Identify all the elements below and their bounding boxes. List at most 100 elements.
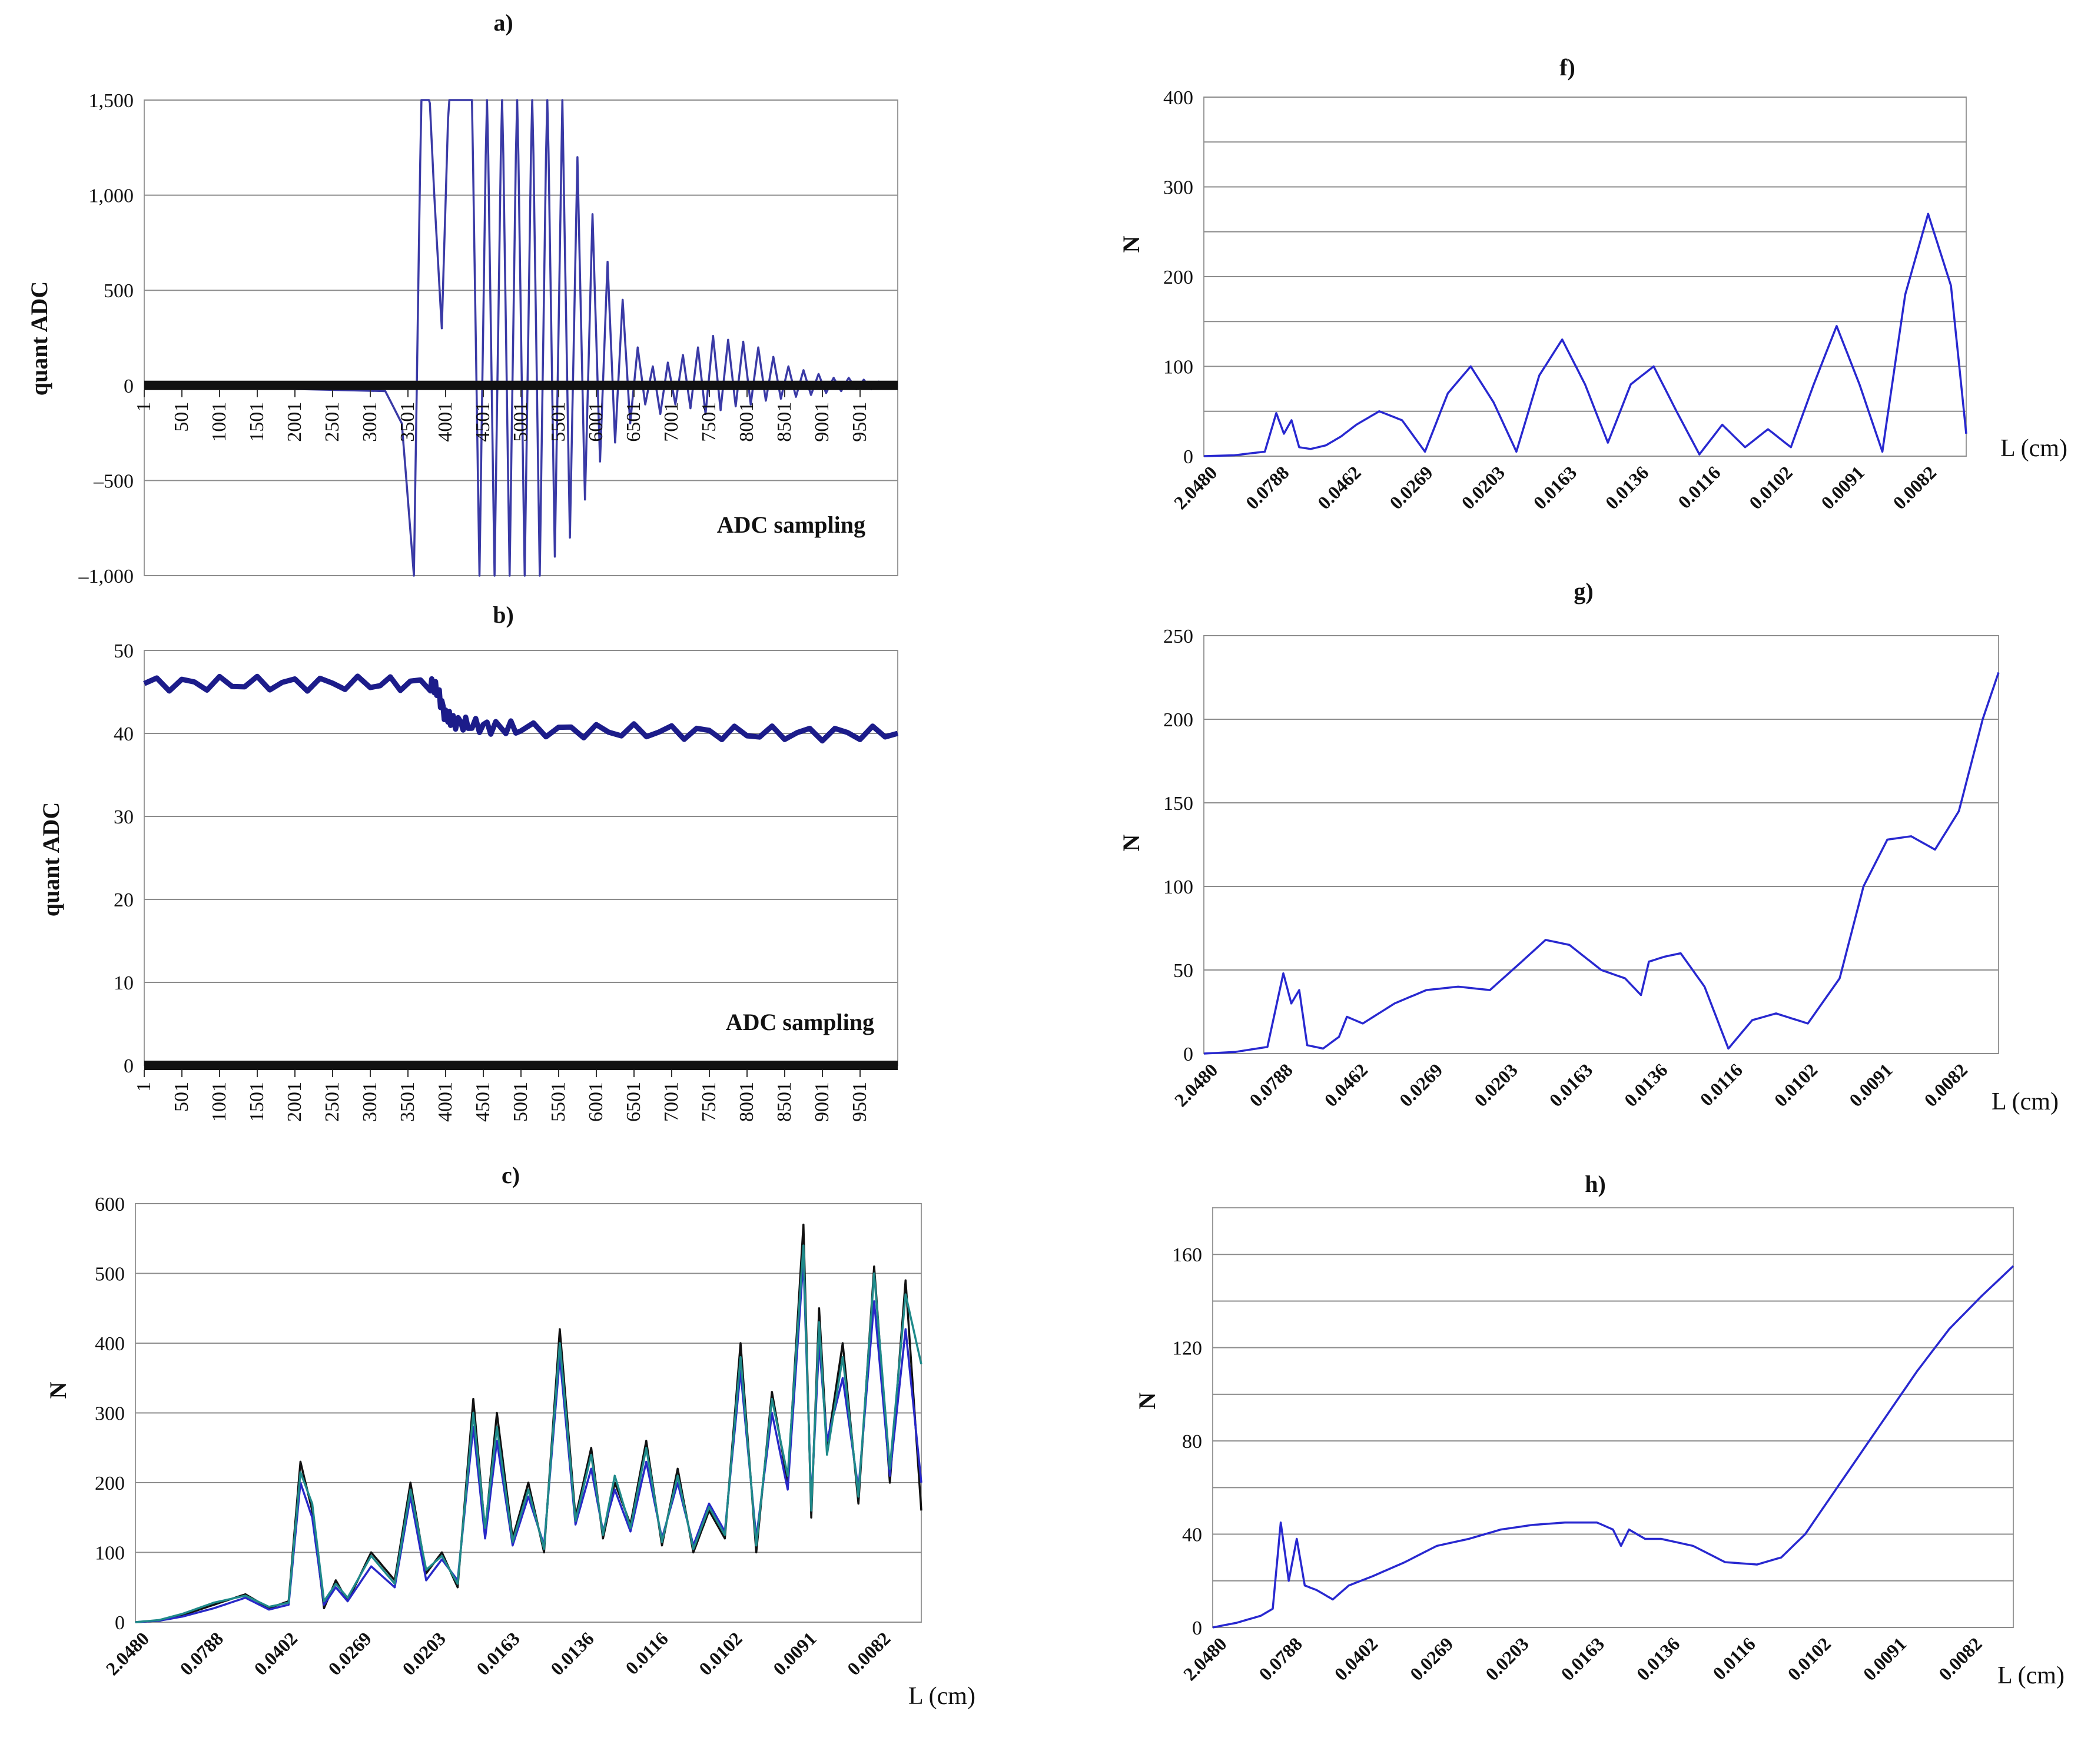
x-tick-label: 0.0788: [175, 1627, 227, 1679]
x-tick-label: 0.0462: [1313, 461, 1365, 513]
x-tick-label: 0.0402: [1330, 1633, 1382, 1685]
y-tick-label: 250: [1163, 626, 1193, 647]
x-tick-label: 4001: [434, 1082, 456, 1122]
x-tick-label: 0.0091: [1817, 461, 1868, 513]
x-tick-label: 0.0462: [1320, 1059, 1372, 1111]
x-tick-label: 1: [133, 402, 155, 412]
y-tick-label: 50: [1173, 960, 1193, 982]
y-tick-label: 120: [1172, 1338, 1202, 1360]
x-tick-label: 0.0091: [769, 1627, 821, 1679]
y-tick-label: –1,000: [78, 566, 134, 587]
x-tick-label: 0.0163: [472, 1627, 524, 1679]
x-tick-label: 0.0091: [1845, 1059, 1897, 1111]
x-tick-label: 3501: [397, 1082, 419, 1122]
x-tick-label: 2.0480: [1170, 1059, 1222, 1111]
x-tick-label: 6501: [623, 1082, 645, 1122]
y-tick-label: 1,000: [89, 185, 134, 207]
series-signal: [1212, 1265, 2014, 1629]
y-tick-label: 30: [114, 806, 134, 828]
x-tick-label: 3501: [397, 402, 419, 442]
x-tick-label: 4501: [472, 402, 494, 442]
chart-title: a): [493, 9, 513, 36]
plot-area: [144, 650, 898, 1066]
x-tick-label: 8001: [736, 1082, 758, 1122]
x-tick-label: 0.0203: [1481, 1633, 1533, 1685]
x-tick-label: 5001: [510, 402, 532, 442]
y-tick-label: 500: [95, 1264, 125, 1285]
y-tick-label: 0: [124, 1055, 134, 1077]
x-axis-label: L (cm): [1997, 1662, 2065, 1689]
x-tick-label: 2501: [321, 402, 343, 442]
x-tick-label: 0.0136: [1620, 1059, 1672, 1111]
y-tick-label: 50: [114, 640, 134, 662]
x-tick-label: 0.0082: [1934, 1633, 1986, 1685]
chart-h: 160 120 80 40 02.0480 0.0788 0.0402 0.0269 0.020…: [1134, 1171, 2065, 1689]
x-tick-label: 4501: [472, 1082, 494, 1122]
x-tick-label: 7001: [661, 402, 682, 442]
x-tick-label: 0.0163: [1529, 461, 1581, 513]
x-tick-label: 0.0203: [398, 1627, 450, 1679]
x-axis-label: L (cm): [2000, 435, 2067, 462]
series-teal: [135, 1244, 922, 1623]
y-axis-label: N: [1118, 235, 1144, 253]
x-tick-label: 0.0102: [695, 1627, 746, 1679]
y-axis-label: quant ADC: [38, 802, 64, 917]
x-axis-label: ADC sampling: [726, 1009, 874, 1035]
x-tick-label: 6501: [623, 402, 645, 442]
x-tick-label: 3001: [359, 1082, 381, 1122]
y-tick-label: 0: [115, 1612, 125, 1634]
plot-area: [1212, 1207, 2014, 1628]
x-axis-label: ADC sampling: [717, 511, 865, 538]
y-tick-label: 200: [95, 1473, 125, 1494]
y-tick-label: 1,500: [89, 90, 134, 112]
y-tick-label: 200: [1163, 267, 1193, 288]
y-tick-label: 150: [1163, 793, 1193, 815]
x-tick-label: 0.0269: [324, 1627, 376, 1679]
y-tick-label: 400: [1163, 87, 1193, 109]
y-tick-label: 300: [1163, 177, 1193, 199]
x-tick-label: 0.0136: [1601, 461, 1653, 513]
x-tick-label: 1501: [246, 402, 268, 442]
x-tick-label: 0.0788: [1245, 1059, 1297, 1111]
x-tick-label: 5001: [510, 1082, 532, 1122]
x-tick-label: 9001: [811, 402, 833, 442]
x-tick-label: 2.0480: [1170, 461, 1222, 513]
x-tick-label: 0.0116: [1708, 1633, 1759, 1683]
y-tick-label: 200: [1163, 709, 1193, 731]
x-tick-label: 0.0091: [1859, 1633, 1911, 1685]
chart-c: 600 500 400 300 200 100 02.0480 0.0788 0.0402 0.0…: [45, 1162, 975, 1710]
x-tick-label: 0.0082: [1920, 1059, 1972, 1111]
x-tick-label: 2.0480: [1179, 1633, 1231, 1685]
x-tick-label: 8501: [774, 402, 795, 442]
x-tick-label: 7501: [698, 402, 720, 442]
y-tick-label: 600: [95, 1194, 125, 1215]
x-tick-label: 9001: [811, 1082, 833, 1122]
x-axis-label: L (cm): [908, 1683, 975, 1710]
chart-title: c): [502, 1162, 520, 1188]
series-signal: [1203, 672, 2000, 1055]
y-axis-label: N: [1118, 834, 1144, 851]
x-tick-label: 0.0788: [1242, 461, 1293, 513]
y-axis-label: N: [45, 1381, 71, 1398]
x-tick-label: 1001: [208, 1082, 230, 1122]
y-tick-label: 0: [124, 376, 134, 397]
x-tick-label: 0.0163: [1556, 1633, 1608, 1685]
series-signal: [1203, 212, 1967, 457]
x-tick-label: 0.0116: [621, 1627, 672, 1678]
y-tick-label: 500: [104, 280, 134, 302]
y-tick-label: 100: [95, 1543, 125, 1564]
x-tick-label: 5501: [547, 1082, 569, 1122]
x-tick-label: 0.0102: [1770, 1059, 1822, 1111]
x-tick-label: 0.0203: [1470, 1059, 1522, 1111]
x-tick-label: 0.0163: [1545, 1059, 1597, 1111]
chart-title: f): [1559, 54, 1575, 81]
x-tick-label: 9501: [849, 1082, 871, 1122]
y-tick-label: 0: [1192, 1617, 1202, 1639]
y-axis-label: N: [1134, 1392, 1160, 1409]
x-tick-label: 0.0203: [1457, 461, 1509, 513]
y-tick-label: 40: [114, 723, 134, 745]
x-tick-label: 0.0136: [1632, 1633, 1684, 1685]
x-tick-label: 0.0269: [1395, 1059, 1447, 1111]
